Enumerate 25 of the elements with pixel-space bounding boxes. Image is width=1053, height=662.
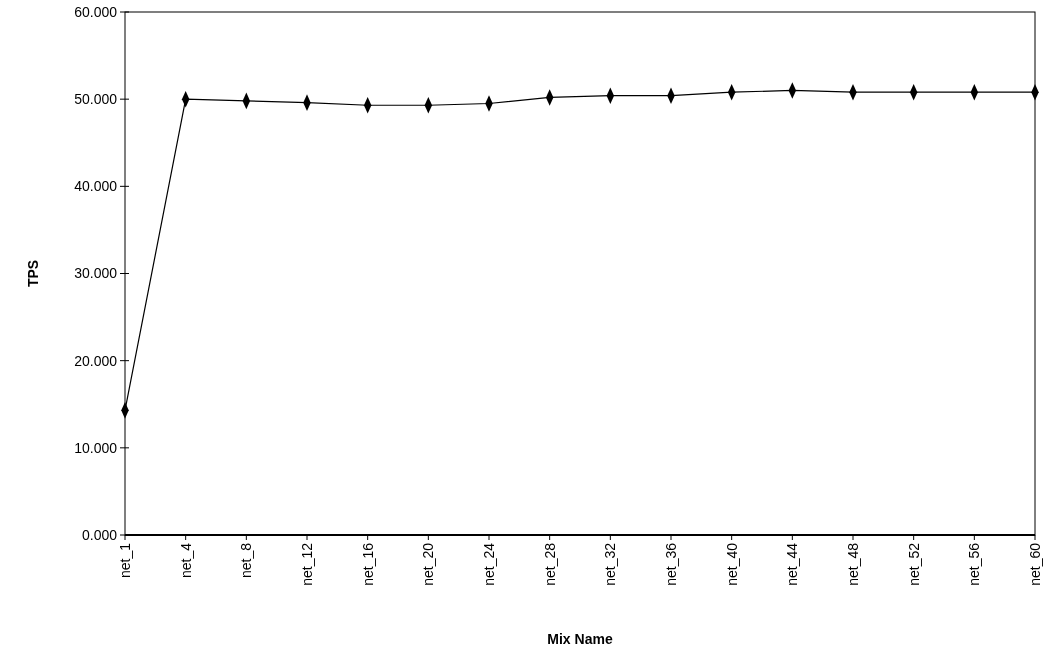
y-tick-label: 60.000	[74, 3, 118, 20]
x-tick-label: net_1	[117, 542, 133, 579]
x-tick-label: net_16	[359, 542, 376, 586]
x-axis-title: Mix Name	[547, 631, 613, 647]
x-tick-label: net_20	[420, 542, 437, 586]
y-axis-title: TPS	[25, 259, 41, 288]
x-tick-label: net_40	[723, 542, 740, 586]
x-tick-label: net_44	[784, 542, 801, 586]
y-tick-label: 30.000	[74, 265, 118, 282]
x-tick-label: net_56	[966, 542, 983, 586]
x-tick-label: net_28	[541, 542, 558, 586]
x-tick-label: net_48	[845, 542, 861, 586]
x-tick-label: net_12	[299, 542, 315, 586]
y-tick-label: 40.000	[74, 178, 118, 195]
x-tick-label: net_60	[1027, 542, 1043, 586]
x-tick-label: net_4	[177, 542, 194, 579]
x-tick-label: net_8	[238, 542, 255, 579]
y-tick-label: 50.000	[74, 91, 118, 108]
y-tick-label: 10.000	[74, 439, 118, 456]
x-tick-label: net_52	[905, 542, 922, 586]
y-tick-label: 20.000	[74, 352, 118, 369]
x-tick-label: net_36	[663, 542, 679, 586]
x-tick-label: net_32	[602, 542, 619, 586]
y-tick-label: 0.000	[81, 526, 118, 543]
x-tick-label: net_24	[481, 542, 497, 586]
